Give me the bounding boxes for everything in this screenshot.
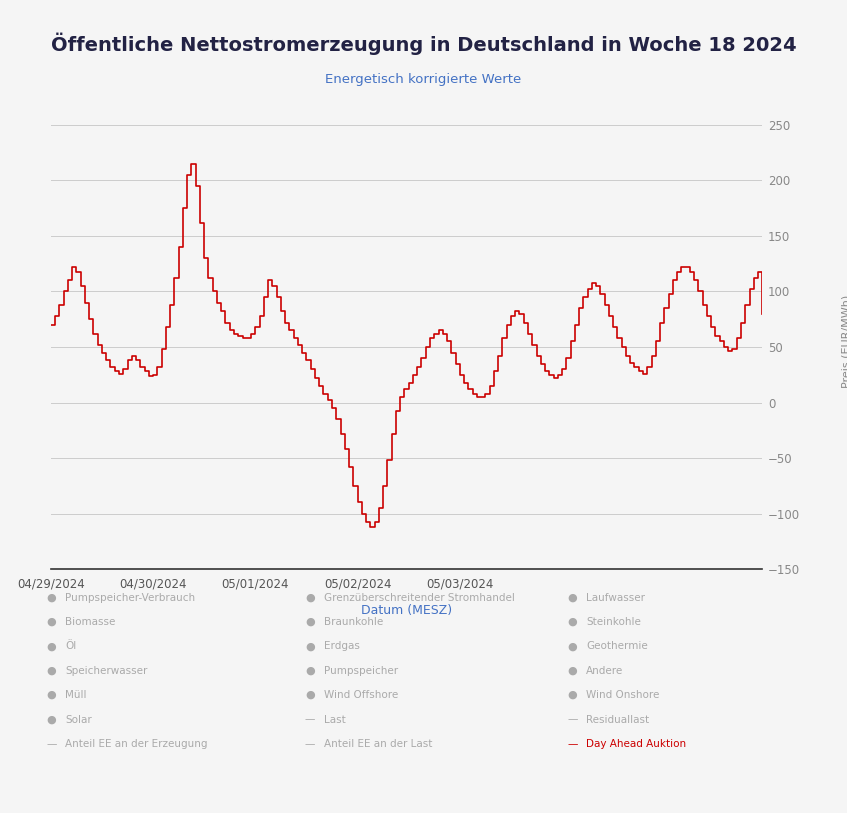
Text: ●: ● <box>567 641 578 651</box>
Text: Solar: Solar <box>65 715 92 724</box>
Text: —: — <box>47 739 57 749</box>
Text: ●: ● <box>47 666 57 676</box>
Text: Wind Onshore: Wind Onshore <box>586 690 660 700</box>
Text: —: — <box>567 739 578 749</box>
Text: Energetisch korrigierte Werte: Energetisch korrigierte Werte <box>325 73 522 86</box>
Text: ●: ● <box>47 617 57 627</box>
Text: ●: ● <box>47 641 57 651</box>
Text: Müll: Müll <box>65 690 86 700</box>
Text: ●: ● <box>47 690 57 700</box>
Text: Öl: Öl <box>65 641 76 651</box>
Text: Andere: Andere <box>586 666 623 676</box>
Text: Steinkohle: Steinkohle <box>586 617 641 627</box>
Text: Öffentliche Nettostromerzeugung in Deutschland in Woche 18 2024: Öffentliche Nettostromerzeugung in Deuts… <box>51 33 796 55</box>
Text: Grenzüberschreitender Stromhandel: Grenzüberschreitender Stromhandel <box>324 593 514 602</box>
Text: Anteil EE an der Last: Anteil EE an der Last <box>324 739 432 749</box>
Text: Last: Last <box>324 715 346 724</box>
Text: —: — <box>305 715 315 724</box>
Text: Biomasse: Biomasse <box>65 617 115 627</box>
Text: ●: ● <box>567 666 578 676</box>
Text: Pumpspeicher: Pumpspeicher <box>324 666 398 676</box>
Text: Anteil EE an der Erzeugung: Anteil EE an der Erzeugung <box>65 739 208 749</box>
Text: ●: ● <box>305 593 315 602</box>
Text: Geothermie: Geothermie <box>586 641 648 651</box>
Text: Wind Offshore: Wind Offshore <box>324 690 398 700</box>
Text: Erdgas: Erdgas <box>324 641 359 651</box>
Text: Braunkohle: Braunkohle <box>324 617 383 627</box>
Text: —: — <box>567 715 578 724</box>
Text: Laufwasser: Laufwasser <box>586 593 645 602</box>
Text: ●: ● <box>567 690 578 700</box>
Text: —: — <box>305 739 315 749</box>
Text: Residuallast: Residuallast <box>586 715 650 724</box>
Text: ●: ● <box>567 617 578 627</box>
Text: Pumpspeicher-Verbrauch: Pumpspeicher-Verbrauch <box>65 593 196 602</box>
Text: Speicherwasser: Speicherwasser <box>65 666 147 676</box>
Text: ●: ● <box>305 617 315 627</box>
Y-axis label: Preis (EUR/MWh): Preis (EUR/MWh) <box>842 295 847 388</box>
Text: ●: ● <box>567 593 578 602</box>
Text: ●: ● <box>47 593 57 602</box>
X-axis label: Datum (MESZ): Datum (MESZ) <box>361 604 452 617</box>
Text: ●: ● <box>305 641 315 651</box>
Text: ●: ● <box>47 715 57 724</box>
Text: Day Ahead Auktion: Day Ahead Auktion <box>586 739 686 749</box>
Text: ●: ● <box>305 690 315 700</box>
Text: ●: ● <box>305 666 315 676</box>
